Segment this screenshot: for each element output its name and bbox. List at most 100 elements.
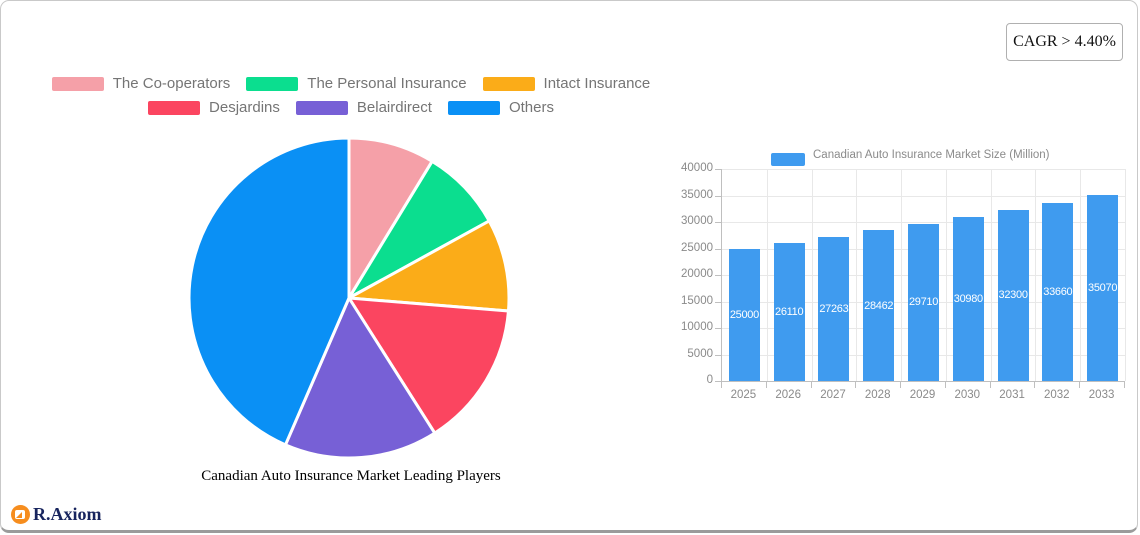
- x-axis-tick: [1124, 382, 1125, 388]
- legend-swatch: [295, 100, 348, 115]
- pie-chart-title: Canadian Auto Insurance Market Leading P…: [201, 468, 501, 484]
- pie-slice-belairdirect: [283, 296, 437, 460]
- legend-label: Intact Insurance: [543, 75, 651, 92]
- pie-chart: [186, 135, 512, 461]
- y-axis-tick: [715, 275, 721, 276]
- bar-2029: 29710: [908, 223, 939, 381]
- x-axis-label: 2031: [999, 389, 1025, 401]
- pie-legend: The Co-operators The Personal Insurance In…: [1, 75, 701, 116]
- gridline: [722, 195, 1125, 197]
- y-axis-label: 10000: [681, 321, 713, 333]
- legend-swatch: [148, 100, 201, 115]
- legend-label: The Personal Insurance: [307, 75, 467, 92]
- y-axis-tick: [715, 248, 721, 250]
- legend-item-belairdirect[interactable]: Belairdirect: [295, 99, 432, 116]
- x-axis-label: 2029: [909, 389, 936, 401]
- gridline: [1035, 169, 1037, 381]
- y-axis-tick: [715, 169, 721, 170]
- legend-swatch: [482, 76, 535, 91]
- bar-value-label: 32300: [998, 289, 1028, 302]
- bar-legend-label[interactable]: Canadian Auto Insurance Market Size (Mil…: [813, 149, 1050, 161]
- bar-value-label: 27263: [819, 302, 849, 315]
- x-axis-tick: [810, 382, 812, 388]
- y-axis-tick: [715, 381, 721, 382]
- bar-2032: 33660: [1042, 202, 1074, 381]
- legend-swatch: [51, 76, 104, 91]
- y-axis-tick: [715, 195, 721, 197]
- chart-document-circle-icon: [11, 505, 30, 524]
- y-axis-label: 15000: [681, 294, 713, 307]
- x-axis-label: 2033: [1088, 389, 1115, 401]
- y-axis-label: 30000: [681, 215, 713, 227]
- legend-item-the-personal-insurance[interactable]: The Personal Insurance: [246, 75, 467, 92]
- bar-2031: 32300: [997, 209, 1029, 381]
- x-axis-label: 2027: [820, 389, 846, 401]
- x-axis-label: 2026: [775, 389, 801, 401]
- x-axis-tick: [989, 382, 991, 388]
- x-axis-label: 2030: [954, 389, 981, 401]
- bar-legend-swatch[interactable]: [771, 153, 805, 166]
- bar-value-label: 30980: [953, 292, 983, 305]
- x-axis-tick: [944, 382, 946, 388]
- brand-logo-text: R.Axiom: [33, 504, 102, 524]
- gridline: [811, 169, 813, 381]
- legend-label: Others: [508, 99, 554, 116]
- bar-2028: 28462: [863, 230, 895, 381]
- legend-item-others[interactable]: Others: [447, 99, 554, 116]
- bar-2030: 30980: [952, 216, 984, 381]
- pie-slice-the-co-operators: [347, 136, 434, 300]
- pie-slice-intact-insurance: [347, 219, 511, 313]
- y-axis-label: 40000: [681, 162, 713, 174]
- x-axis-label: 2032: [1043, 389, 1070, 401]
- bar-value-label: 35070: [1088, 282, 1118, 295]
- bar-value-label: 28462: [864, 299, 894, 312]
- bar-value-label: 25000: [729, 308, 759, 321]
- brand-logo: R.Axiom: [11, 504, 102, 525]
- legend-label: Belairdirect: [356, 99, 432, 116]
- x-axis-tick: [721, 382, 722, 388]
- legend-item-intact-insurance[interactable]: Intact Insurance: [482, 75, 651, 92]
- bar-value-label: 33660: [1043, 285, 1073, 298]
- bar-2033: 35070: [1087, 195, 1119, 381]
- x-axis-tick: [1079, 382, 1081, 388]
- bar-value-label: 29710: [908, 296, 939, 309]
- legend-item-desjardins[interactable]: Desjardins: [148, 99, 280, 116]
- bar-2026: 26110: [773, 242, 805, 381]
- pie-legend-row-2: Desjardins Belairdirect Others: [1, 99, 701, 116]
- y-axis-label: 0: [706, 374, 713, 386]
- gridline: [722, 169, 1125, 170]
- gridline: [1080, 169, 1082, 381]
- gridline: [901, 169, 903, 381]
- x-axis-tick: [855, 382, 857, 388]
- bar-chart-plot-area: 25000 26110 27263 28462 29710 30980 32300 33660…: [721, 169, 1126, 382]
- bar-2027: 27263: [818, 236, 850, 381]
- y-axis-label: 20000: [681, 268, 713, 280]
- y-axis-tick: [715, 222, 721, 223]
- pie-legend-row-1: The Co-operators The Personal Insurance In…: [1, 75, 701, 92]
- y-axis-label: 25000: [681, 241, 713, 254]
- legend-swatch: [246, 76, 299, 91]
- y-axis-tick: [715, 328, 721, 329]
- cagr-badge: CAGR > 4.40%: [1006, 23, 1123, 61]
- y-axis-tick: [715, 354, 721, 356]
- legend-swatch: [447, 100, 500, 115]
- legend-label: Desjardins: [209, 99, 280, 116]
- gridline: [766, 169, 768, 381]
- y-axis-tick: [715, 301, 721, 303]
- pie-slice-others: [187, 136, 351, 447]
- gridline: [1125, 169, 1126, 381]
- gridline: [990, 169, 992, 381]
- y-axis-label: 35000: [681, 188, 713, 201]
- gridline: [856, 169, 858, 381]
- legend-item-the-co-operators[interactable]: The Co-operators: [51, 75, 231, 92]
- x-axis-tick: [900, 382, 902, 388]
- legend-label: The Co-operators: [112, 75, 231, 92]
- pie-slice-desjardins: [347, 296, 510, 435]
- gridline: [945, 169, 947, 381]
- x-axis-tick: [765, 382, 767, 388]
- x-axis-label: 2028: [864, 389, 891, 401]
- bar-value-label: 26110: [775, 305, 804, 318]
- y-axis-label: 5000: [687, 347, 713, 360]
- gridline: [722, 222, 1125, 223]
